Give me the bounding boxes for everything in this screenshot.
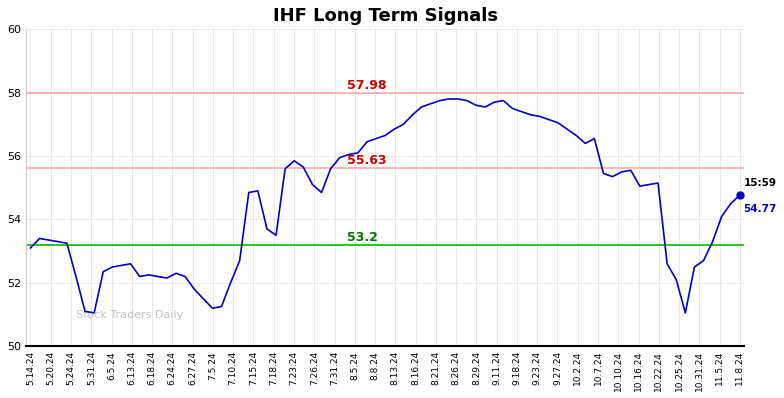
Text: Stock Traders Daily: Stock Traders Daily (76, 310, 183, 320)
Text: 15:59: 15:59 (743, 178, 776, 187)
Text: 53.2: 53.2 (347, 231, 378, 244)
Text: 54.77: 54.77 (743, 205, 777, 215)
Text: 55.63: 55.63 (347, 154, 387, 167)
Text: 57.98: 57.98 (347, 80, 387, 92)
Title: IHF Long Term Signals: IHF Long Term Signals (273, 7, 498, 25)
